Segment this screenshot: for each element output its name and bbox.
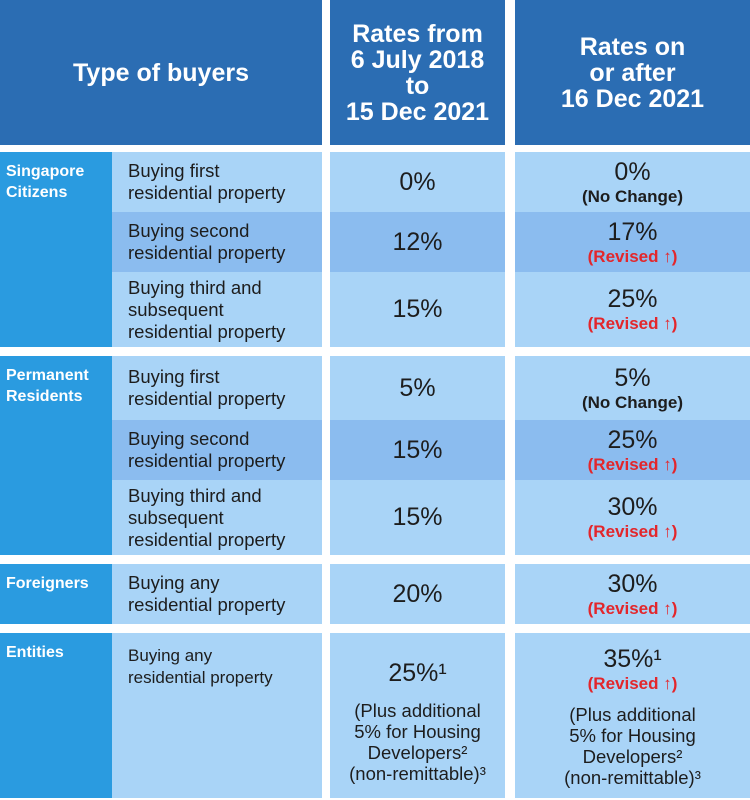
buyer-cell: Buying third and subsequent residential pr…: [112, 480, 322, 555]
new-extra: Developers²: [582, 746, 683, 767]
new-rate: 30%: [607, 569, 658, 598]
old-rate: 15%: [392, 435, 443, 464]
buyer-cell: Buying first residential property: [112, 152, 322, 212]
header-text: Rates on: [579, 32, 686, 61]
new-extra: (Plus additional: [569, 704, 696, 725]
header-text: Rates from: [352, 19, 483, 48]
new-rate-cell: 0% (No Change): [515, 152, 750, 212]
old-rate-cell: 25%¹ (Plus additional 5% for Housing Develo…: [330, 633, 505, 798]
group-name: Residents: [6, 388, 83, 405]
buyer-text: residential property: [128, 594, 286, 615]
group-name: Permanent: [6, 367, 89, 384]
new-rate: 5%: [614, 363, 651, 392]
buyer-text: subsequent: [128, 298, 224, 320]
buyer-cell: Buying second residential property: [112, 212, 322, 272]
new-rate: 0%: [614, 157, 651, 186]
group-name: Entities: [6, 644, 64, 661]
new-rate-cell: 25% (Revised ↑): [515, 272, 750, 347]
buyer-cell: Buying third and subsequent residential pr…: [112, 272, 322, 347]
old-extra: Developers²: [367, 742, 468, 763]
buyer-cell: Buying any residential property: [112, 633, 322, 798]
new-rate-cell: 5% (No Change): [515, 356, 750, 420]
buyer-cell: Buying first residential property: [112, 356, 322, 420]
rate-note: (No Change): [581, 186, 684, 206]
buyer-text: Buying any: [128, 572, 220, 593]
new-rate-cell: 25% (Revised ↑): [515, 420, 750, 480]
buyer-text: residential property: [128, 242, 286, 263]
new-rate-cell: 17% (Revised ↑): [515, 212, 750, 272]
old-rate: 20%: [392, 579, 443, 608]
header-cell: Rates from 6 July 2018 to 15 Dec 2021: [330, 0, 505, 145]
group-cell: Permanent Residents: [0, 356, 112, 555]
buyer-text: Buying second: [128, 220, 250, 241]
new-rate: 25%: [607, 425, 658, 454]
header-text: or after: [589, 58, 676, 87]
new-rate: 25%: [607, 285, 658, 313]
old-rate: 12%: [392, 227, 443, 256]
group-name: Singapore: [6, 163, 85, 180]
rate-note: (Revised ↑): [587, 522, 678, 541]
new-extra: (non-remittable)³: [564, 767, 701, 788]
old-rate-cell: 15%: [330, 420, 505, 480]
buyer-text: residential property: [128, 668, 273, 687]
buyer-text: Buying first: [128, 366, 220, 387]
group-cell: Singapore Citizens: [0, 152, 112, 347]
buyer-text: Buying third and: [128, 276, 262, 298]
old-extra: 5% for Housing: [354, 721, 481, 742]
buyer-text: Buying any: [128, 646, 213, 665]
group-cell: Foreigners: [0, 564, 112, 624]
rate-note: (Revised ↑): [587, 314, 678, 333]
buyer-text: residential property: [128, 450, 286, 471]
buyer-cell: Buying second residential property: [112, 420, 322, 480]
old-rate-cell: 0%: [330, 152, 505, 212]
rate-note: (Revised ↑): [587, 598, 678, 618]
group-name: Citizens: [6, 184, 68, 201]
header-text: to: [405, 71, 430, 100]
header-text: 6 July 2018: [350, 45, 485, 74]
old-rate: 5%: [399, 373, 436, 402]
old-rate-cell: 5%: [330, 356, 505, 420]
buyer-text: residential property: [128, 388, 286, 409]
old-extra: (Plus additional: [354, 700, 481, 721]
old-rate-cell: 15%: [330, 480, 505, 555]
new-extra: 5% for Housing: [569, 725, 696, 746]
new-rate: 35%¹: [603, 645, 662, 673]
buyer-text: subsequent: [128, 506, 224, 528]
old-rate: 15%: [392, 295, 443, 323]
header-text: 16 Dec 2021: [560, 84, 705, 113]
old-rate-cell: 20%: [330, 564, 505, 624]
buyer-text: residential property: [128, 182, 286, 203]
rate-note: (Revised ↑): [587, 454, 678, 474]
header-text: Type of buyers: [73, 58, 249, 87]
buyer-cell: Buying any residential property: [112, 564, 322, 624]
old-rate: 15%: [392, 503, 443, 531]
new-rate: 30%: [607, 493, 658, 521]
rate-note: (Revised ↑): [587, 674, 678, 693]
new-rate-cell: 30% (Revised ↑): [515, 480, 750, 555]
old-rate-cell: 15%: [330, 272, 505, 347]
old-rate: 0%: [399, 167, 436, 196]
rate-note: (No Change): [581, 392, 684, 412]
old-rate: 25%¹: [388, 659, 447, 687]
buyer-text: residential property: [128, 528, 286, 550]
new-rate: 17%: [607, 217, 658, 246]
new-rate-cell: 30% (Revised ↑): [515, 564, 750, 624]
buyer-text: Buying third and: [128, 484, 262, 506]
buyer-text: residential property: [128, 320, 286, 342]
header-text: 15 Dec 2021: [345, 97, 490, 126]
buyer-text: Buying second: [128, 428, 250, 449]
buyer-text: Buying first: [128, 160, 220, 181]
group-cell: Entities: [0, 633, 112, 798]
group-name: Foreigners: [6, 575, 89, 592]
header-cell: Type of buyers: [0, 0, 322, 145]
header-cell: Rates on or after 16 Dec 2021: [515, 0, 750, 145]
old-rate-cell: 12%: [330, 212, 505, 272]
old-extra: (non-remittable)³: [349, 763, 486, 784]
new-rate-cell: 35%¹ (Revised ↑) (Plus additional 5% for Ho…: [515, 633, 750, 798]
rate-note: (Revised ↑): [587, 246, 678, 266]
